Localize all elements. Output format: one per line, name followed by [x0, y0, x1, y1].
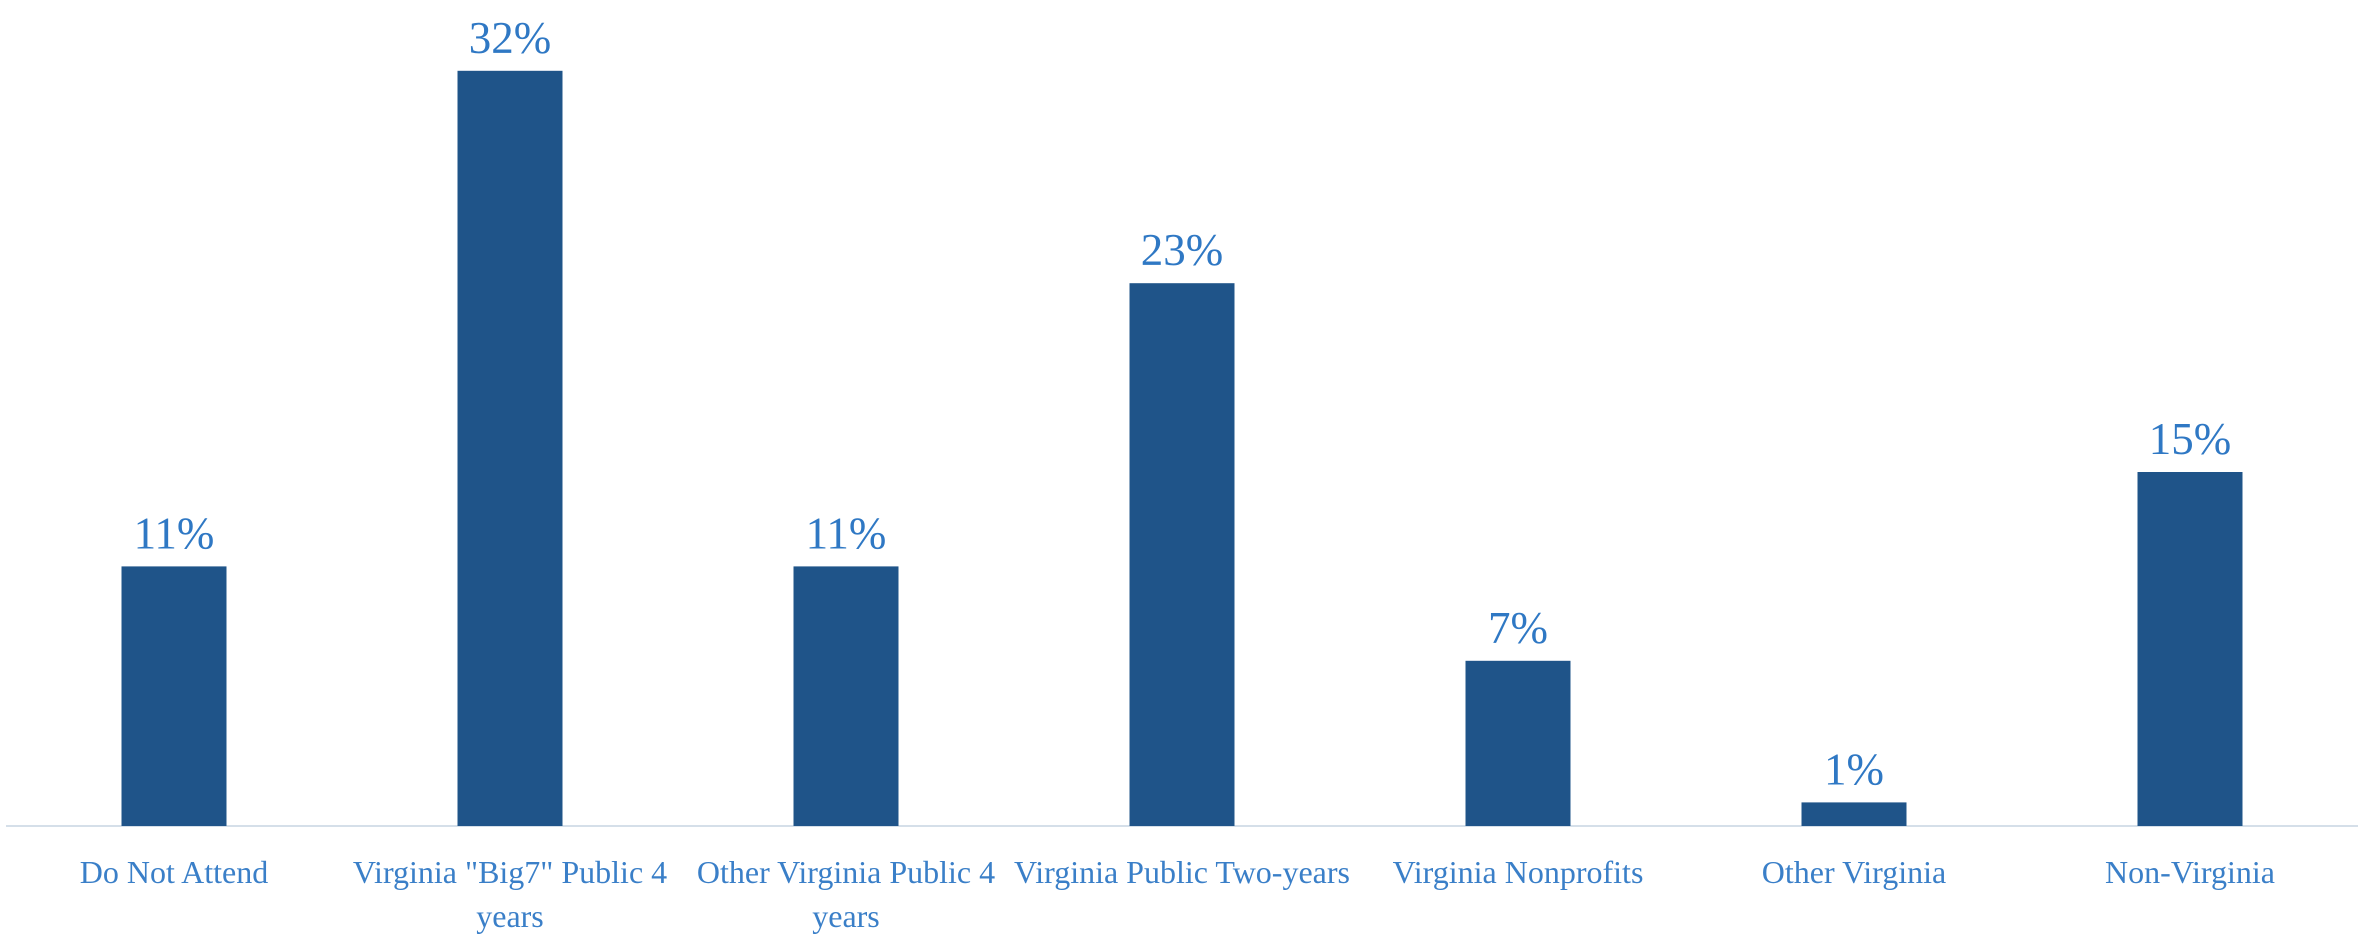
bar	[1465, 660, 1571, 826]
bar	[121, 566, 227, 826]
value-label: 7%	[1488, 603, 1548, 653]
value-label: 11%	[134, 508, 215, 558]
x-tick-label: Virginia Public Two-years	[1014, 854, 1350, 890]
value-label: 23%	[1141, 225, 1224, 275]
x-tick-label: Virginia Nonprofits	[1392, 854, 1644, 890]
x-tick-label: Other Virginia	[1761, 854, 1947, 890]
value-label: 11%	[806, 508, 887, 558]
bar	[2137, 472, 2243, 826]
x-tick-label: Non-Virginia	[2105, 854, 2275, 890]
bar	[793, 566, 899, 826]
x-tick-label: Do Not Attend	[79, 854, 269, 890]
x-tick-label: Virginia "Big7" Public 4 years	[352, 854, 668, 934]
bar	[1801, 802, 1907, 826]
bar	[1129, 283, 1235, 826]
value-label: 32%	[469, 13, 552, 63]
bar	[457, 70, 563, 827]
x-tick-label: Other Virginia Public 4 years	[696, 854, 996, 934]
value-label: 15%	[2149, 414, 2232, 464]
value-label: 1%	[1824, 744, 1884, 794]
